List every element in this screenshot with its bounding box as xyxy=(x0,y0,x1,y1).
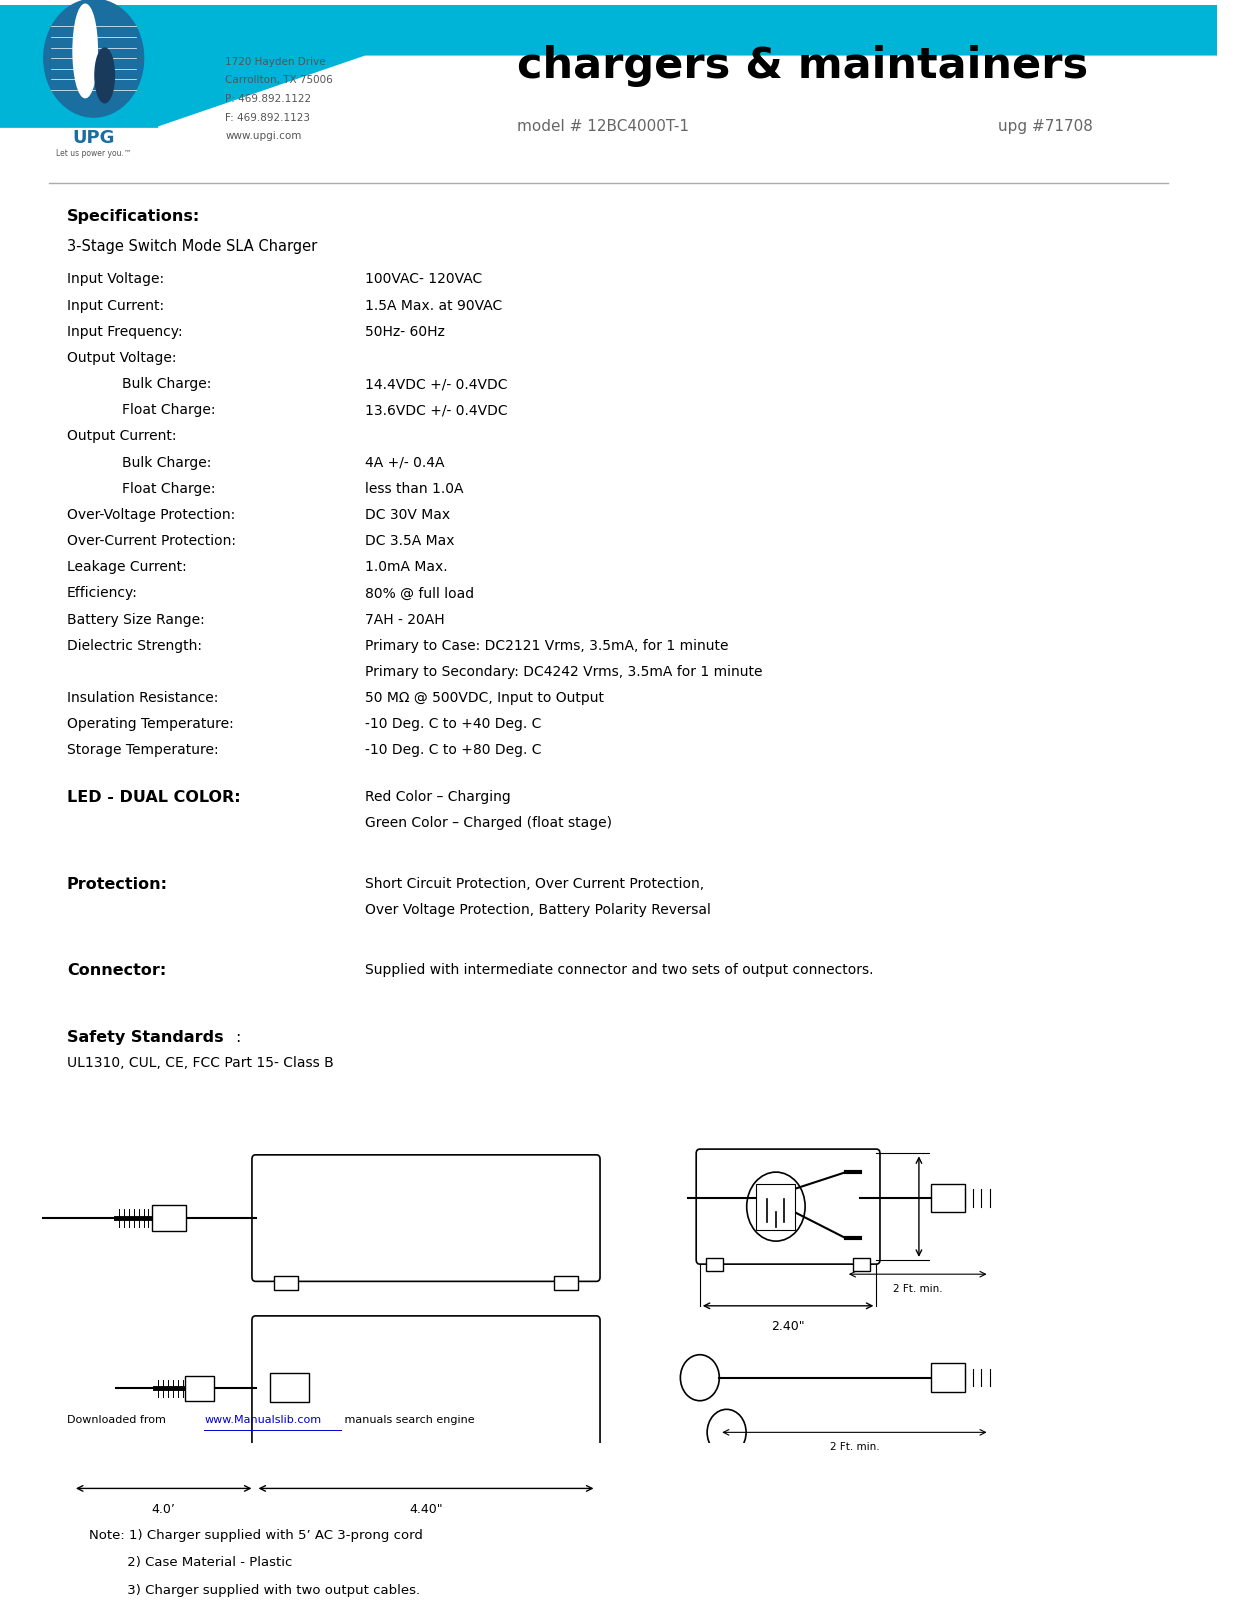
Polygon shape xyxy=(158,56,1217,126)
Text: Let us power you.™: Let us power you.™ xyxy=(56,149,131,158)
Text: Specifications:: Specifications: xyxy=(67,210,200,224)
Text: 13.6VDC +/- 0.4VDC: 13.6VDC +/- 0.4VDC xyxy=(365,403,507,418)
Bar xyxy=(854,1258,871,1272)
Text: manuals search engine: manuals search engine xyxy=(340,1416,475,1426)
Bar xyxy=(0,5,1217,56)
Text: 2.40": 2.40" xyxy=(771,1320,805,1333)
Bar xyxy=(186,1376,214,1402)
Text: :: : xyxy=(235,1030,240,1045)
Text: LED - DUAL COLOR:: LED - DUAL COLOR: xyxy=(67,790,240,805)
Bar xyxy=(706,1258,722,1272)
Text: Input Voltage:: Input Voltage: xyxy=(67,272,165,286)
Text: Short Circuit Protection, Over Current Protection,: Short Circuit Protection, Over Current P… xyxy=(365,877,704,891)
Text: 4.0’: 4.0’ xyxy=(152,1502,176,1515)
Text: 100VAC- 120VAC: 100VAC- 120VAC xyxy=(365,272,482,286)
Text: 50Hz- 60Hz: 50Hz- 60Hz xyxy=(365,325,445,339)
Text: Downloaded from: Downloaded from xyxy=(67,1416,169,1426)
Text: Note: 1) Charger supplied with 5’ AC 3-prong cord: Note: 1) Charger supplied with 5’ AC 3-p… xyxy=(89,1528,423,1542)
Text: DC 3.5A Max: DC 3.5A Max xyxy=(365,534,455,549)
Text: Connector:: Connector: xyxy=(67,963,166,978)
Text: F: 469.892.1123: F: 469.892.1123 xyxy=(225,112,310,123)
Text: P: 469.892.1122: P: 469.892.1122 xyxy=(225,94,312,104)
FancyBboxPatch shape xyxy=(696,1149,880,1264)
Text: Input Current:: Input Current: xyxy=(67,299,165,312)
Text: 1.25": 1.25" xyxy=(934,1200,967,1213)
Text: Green Color – Charged (float stage): Green Color – Charged (float stage) xyxy=(365,816,612,830)
Text: Float Charge:: Float Charge: xyxy=(121,403,215,418)
Bar xyxy=(270,1373,309,1402)
Text: 3) Charger supplied with two output cables.: 3) Charger supplied with two output cabl… xyxy=(89,1584,421,1597)
Text: Input Frequency:: Input Frequency: xyxy=(67,325,183,339)
Text: 7AH - 20AH: 7AH - 20AH xyxy=(365,613,445,627)
Text: UPG: UPG xyxy=(73,128,115,147)
Text: Supplied with intermediate connector and two sets of output connectors.: Supplied with intermediate connector and… xyxy=(365,963,873,978)
Bar xyxy=(554,1275,578,1290)
Text: -10 Deg. C to +40 Deg. C: -10 Deg. C to +40 Deg. C xyxy=(365,717,542,731)
Text: model # 12BC4000T-1: model # 12BC4000T-1 xyxy=(517,118,689,133)
Text: 2 Ft. min.: 2 Ft. min. xyxy=(893,1285,943,1294)
Text: 4A +/- 0.4A: 4A +/- 0.4A xyxy=(365,456,444,469)
Bar xyxy=(273,1275,298,1290)
Bar xyxy=(152,1205,187,1230)
Polygon shape xyxy=(0,56,365,126)
FancyBboxPatch shape xyxy=(252,1155,600,1282)
Text: Battery Size Range:: Battery Size Range: xyxy=(67,613,204,627)
Text: www.upgi.com: www.upgi.com xyxy=(225,131,302,141)
Text: UL1310, CUL, CE, FCC Part 15- Class B: UL1310, CUL, CE, FCC Part 15- Class B xyxy=(67,1056,334,1070)
Text: Primary to Secondary: DC4242 Vrms, 3.5mA for 1 minute: Primary to Secondary: DC4242 Vrms, 3.5mA… xyxy=(365,666,763,678)
Text: Insulation Resistance:: Insulation Resistance: xyxy=(67,691,218,706)
Bar xyxy=(757,1184,795,1230)
Text: 2 Ft. min.: 2 Ft. min. xyxy=(830,1443,880,1453)
Text: Storage Temperature:: Storage Temperature: xyxy=(67,744,219,757)
Text: Operating Temperature:: Operating Temperature: xyxy=(67,717,234,731)
Bar xyxy=(931,1184,965,1213)
Text: Over Voltage Protection, Battery Polarity Reversal: Over Voltage Protection, Battery Polarit… xyxy=(365,902,711,917)
Text: 3-Stage Switch Mode SLA Charger: 3-Stage Switch Mode SLA Charger xyxy=(67,240,317,254)
Text: Bulk Charge:: Bulk Charge: xyxy=(121,456,212,469)
Text: Dielectric Strength:: Dielectric Strength: xyxy=(67,638,202,653)
Text: less than 1.0A: less than 1.0A xyxy=(365,482,464,496)
Text: 2) Case Material - Plastic: 2) Case Material - Plastic xyxy=(89,1557,292,1570)
Text: 1720 Hayden Drive: 1720 Hayden Drive xyxy=(225,56,325,67)
Text: Leakage Current:: Leakage Current: xyxy=(67,560,187,574)
Text: Over-Voltage Protection:: Over-Voltage Protection: xyxy=(67,507,235,522)
Text: 14.4VDC +/- 0.4VDC: 14.4VDC +/- 0.4VDC xyxy=(365,378,507,390)
Text: -10 Deg. C to +80 Deg. C: -10 Deg. C to +80 Deg. C xyxy=(365,744,542,757)
Text: www.Manualslib.com: www.Manualslib.com xyxy=(204,1416,322,1426)
Text: Output Current:: Output Current: xyxy=(67,429,177,443)
Text: Bulk Charge:: Bulk Charge: xyxy=(121,378,212,390)
Ellipse shape xyxy=(73,5,98,98)
Ellipse shape xyxy=(95,48,114,102)
FancyBboxPatch shape xyxy=(252,1315,600,1461)
Text: 4.40": 4.40" xyxy=(409,1502,443,1515)
Text: Float Charge:: Float Charge: xyxy=(121,482,215,496)
Text: upg #71708: upg #71708 xyxy=(998,118,1094,133)
Text: 1.5A Max. at 90VAC: 1.5A Max. at 90VAC xyxy=(365,299,502,312)
Text: Primary to Case: DC2121 Vrms, 3.5mA, for 1 minute: Primary to Case: DC2121 Vrms, 3.5mA, for… xyxy=(365,638,729,653)
Bar xyxy=(931,1363,965,1392)
Text: chargers & maintainers: chargers & maintainers xyxy=(517,45,1089,86)
Text: Safety Standards: Safety Standards xyxy=(67,1030,224,1045)
Text: Red Color – Charging: Red Color – Charging xyxy=(365,790,511,803)
Text: DC 30V Max: DC 30V Max xyxy=(365,507,450,522)
Text: Output Voltage:: Output Voltage: xyxy=(67,350,177,365)
Text: Carrollton, TX 75006: Carrollton, TX 75006 xyxy=(225,75,333,85)
Text: 80% @ full load: 80% @ full load xyxy=(365,586,474,600)
Text: Efficiency:: Efficiency: xyxy=(67,586,137,600)
Circle shape xyxy=(43,0,143,117)
Text: Over-Current Protection:: Over-Current Protection: xyxy=(67,534,236,549)
Text: 1.0mA Max.: 1.0mA Max. xyxy=(365,560,448,574)
Text: 50 MΩ @ 500VDC, Input to Output: 50 MΩ @ 500VDC, Input to Output xyxy=(365,691,604,706)
Text: Protection:: Protection: xyxy=(67,877,168,891)
